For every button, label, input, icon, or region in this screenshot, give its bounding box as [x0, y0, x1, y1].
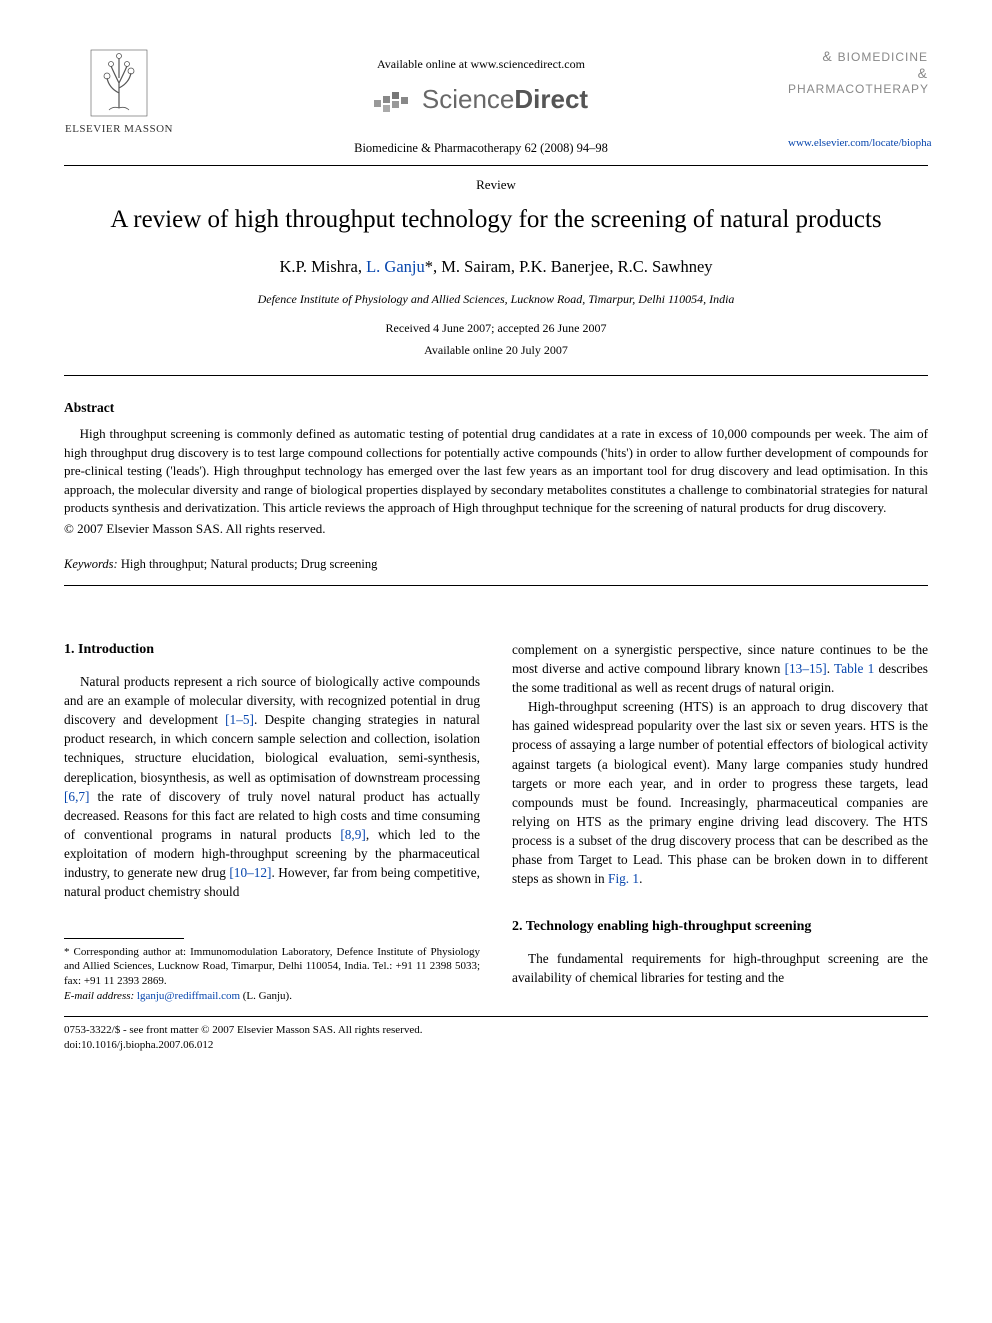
corresponding-author-link[interactable]: L. Ganju: [366, 257, 425, 276]
footer-copyright: 0753-3322/$ - see front matter © 2007 El…: [64, 1023, 928, 1038]
page-header: ELSEVIER MASSON Available online at www.…: [64, 48, 928, 157]
footnote-separator: [64, 938, 184, 939]
article-type: Review: [64, 176, 928, 195]
authors-prefix: K.P. Mishra,: [279, 257, 366, 276]
footer-rule: [64, 1016, 928, 1017]
sd-word-a: Science: [422, 84, 515, 114]
email-link[interactable]: lganju@rediffmail.com: [137, 990, 240, 1002]
column-right: complement on a synergistic perspective,…: [512, 640, 928, 1004]
intro-p3-b: .: [639, 871, 642, 886]
sciencedirect-logo: ScienceDirect: [374, 81, 588, 119]
footer-doi: doi:10.1016/j.biopha.2007.06.012: [64, 1038, 928, 1053]
intro-p2-b: .: [827, 661, 834, 676]
section-2-paragraph-1: The fundamental requirements for high-th…: [512, 949, 928, 987]
journal-brand-name: & BIOMEDICINE & PHARMACOTHERAPY: [788, 48, 928, 96]
ref-link-6-7[interactable]: [6,7]: [64, 789, 89, 804]
publisher-logo-left: ELSEVIER MASSON: [64, 48, 174, 138]
section-1-heading: 1. Introduction: [64, 640, 480, 660]
keywords-line: Keywords: High throughput; Natural produ…: [64, 555, 928, 573]
intro-paragraph-2: complement on a synergistic perspective,…: [512, 640, 928, 697]
table-1-ref[interactable]: Table 1: [834, 661, 874, 676]
page-footer: 0753-3322/$ - see front matter © 2007 El…: [64, 1023, 928, 1053]
email-suffix: (L. Ganju).: [240, 990, 292, 1002]
available-online-line: Available online 20 July 2007: [64, 342, 928, 359]
email-line: E-mail address: lganju@rediffmail.com (L…: [64, 989, 480, 1004]
elsevier-tree-icon: [89, 48, 149, 118]
intro-paragraph-1: Natural products represent a rich source…: [64, 672, 480, 902]
keywords-label: Keywords:: [64, 557, 118, 571]
intro-paragraph-3: High-throughput screening (HTS) is an ap…: [512, 697, 928, 888]
received-accepted-line: Received 4 June 2007; accepted 26 June 2…: [64, 320, 928, 337]
ref-link-10-12[interactable]: [10–12]: [229, 865, 271, 880]
affiliation: Defence Institute of Physiology and Alli…: [64, 291, 928, 308]
sciencedirect-wordmark: ScienceDirect: [422, 81, 588, 119]
publisher-name: ELSEVIER MASSON: [64, 122, 174, 138]
corresponding-footnote: * Corresponding author at: Immunomodulat…: [64, 945, 480, 1004]
abstract-copyright: © 2007 Elsevier Masson SAS. All rights r…: [64, 520, 928, 539]
available-online-line: Available online at www.sciencedirect.co…: [174, 56, 788, 73]
sciencedirect-icon: [374, 84, 414, 116]
section-2-heading: 2. Technology enabling high-throughput s…: [512, 917, 928, 937]
authors-line: K.P. Mishra, L. Ganju*, M. Sairam, P.K. …: [64, 255, 928, 279]
corresponding-author-footnote: * Corresponding author at: Immunomodulat…: [64, 945, 480, 990]
abstract-top-rule: [64, 375, 928, 376]
keywords-text: High throughput; Natural products; Drug …: [118, 557, 378, 571]
ref-link-8-9[interactable]: [8,9]: [340, 827, 365, 842]
abstract-heading: Abstract: [64, 398, 928, 418]
intro-p3-a: High-throughput screening (HTS) is an ap…: [512, 699, 928, 886]
ref-link-1-5[interactable]: [1–5]: [225, 712, 254, 727]
abstract-bottom-rule: [64, 585, 928, 586]
header-center: Available online at www.sciencedirect.co…: [174, 48, 788, 157]
authors-suffix: , M. Sairam, P.K. Banerjee, R.C. Sawhney: [433, 257, 713, 276]
journal-brand-line2: PHARMACOTHERAPY: [788, 82, 929, 96]
journal-brand-line1: BIOMEDICINE: [838, 50, 928, 64]
journal-citation: Biomedicine & Pharmacotherapy 62 (2008) …: [174, 139, 788, 157]
journal-brand-right: & BIOMEDICINE & PHARMACOTHERAPY www.else…: [788, 48, 928, 152]
section-2: 2. Technology enabling high-throughput s…: [512, 917, 928, 987]
abstract-body: High throughput screening is commonly de…: [64, 425, 928, 517]
journal-url-link[interactable]: www.elsevier.com/locate/biopha: [788, 136, 928, 152]
header-rule: [64, 165, 928, 166]
ref-link-13-15[interactable]: [13–15]: [785, 661, 827, 676]
body-columns: 1. Introduction Natural products represe…: [64, 640, 928, 1004]
column-left: 1. Introduction Natural products represe…: [64, 640, 480, 1004]
fig-1-ref[interactable]: Fig. 1: [608, 871, 639, 886]
corresponding-marker: *: [425, 257, 433, 276]
email-label: E-mail address:: [64, 990, 137, 1002]
article-title: A review of high throughput technology f…: [104, 203, 888, 237]
sd-word-b: Direct: [514, 84, 588, 114]
